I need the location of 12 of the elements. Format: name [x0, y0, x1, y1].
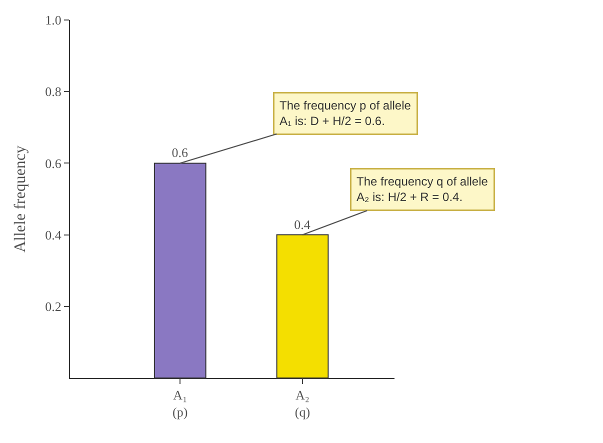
- y-tick-label: 0.8: [45, 84, 62, 100]
- y-axis-title: Allele frequency: [12, 145, 30, 253]
- annotation: The frequency p of allele A₁ is: D + H/2 = 0.6.: [280, 98, 412, 128]
- y-tick-label: 0.2: [45, 298, 62, 314]
- y-tick-label: 0.6: [45, 156, 62, 171]
- y-tick-label: 1.0: [45, 12, 62, 28]
- data-label: 0.6: [172, 145, 188, 160]
- x-tick-label: A₂ (q): [294, 388, 310, 420]
- y-tick-label: 0.4: [45, 227, 62, 242]
- annotation: The frequency q of allele A₂ is: H/2 + R = 0.4.: [356, 174, 488, 204]
- x-tick-label: A₁ (p): [172, 388, 188, 420]
- data-label: 0.4: [294, 216, 311, 232]
